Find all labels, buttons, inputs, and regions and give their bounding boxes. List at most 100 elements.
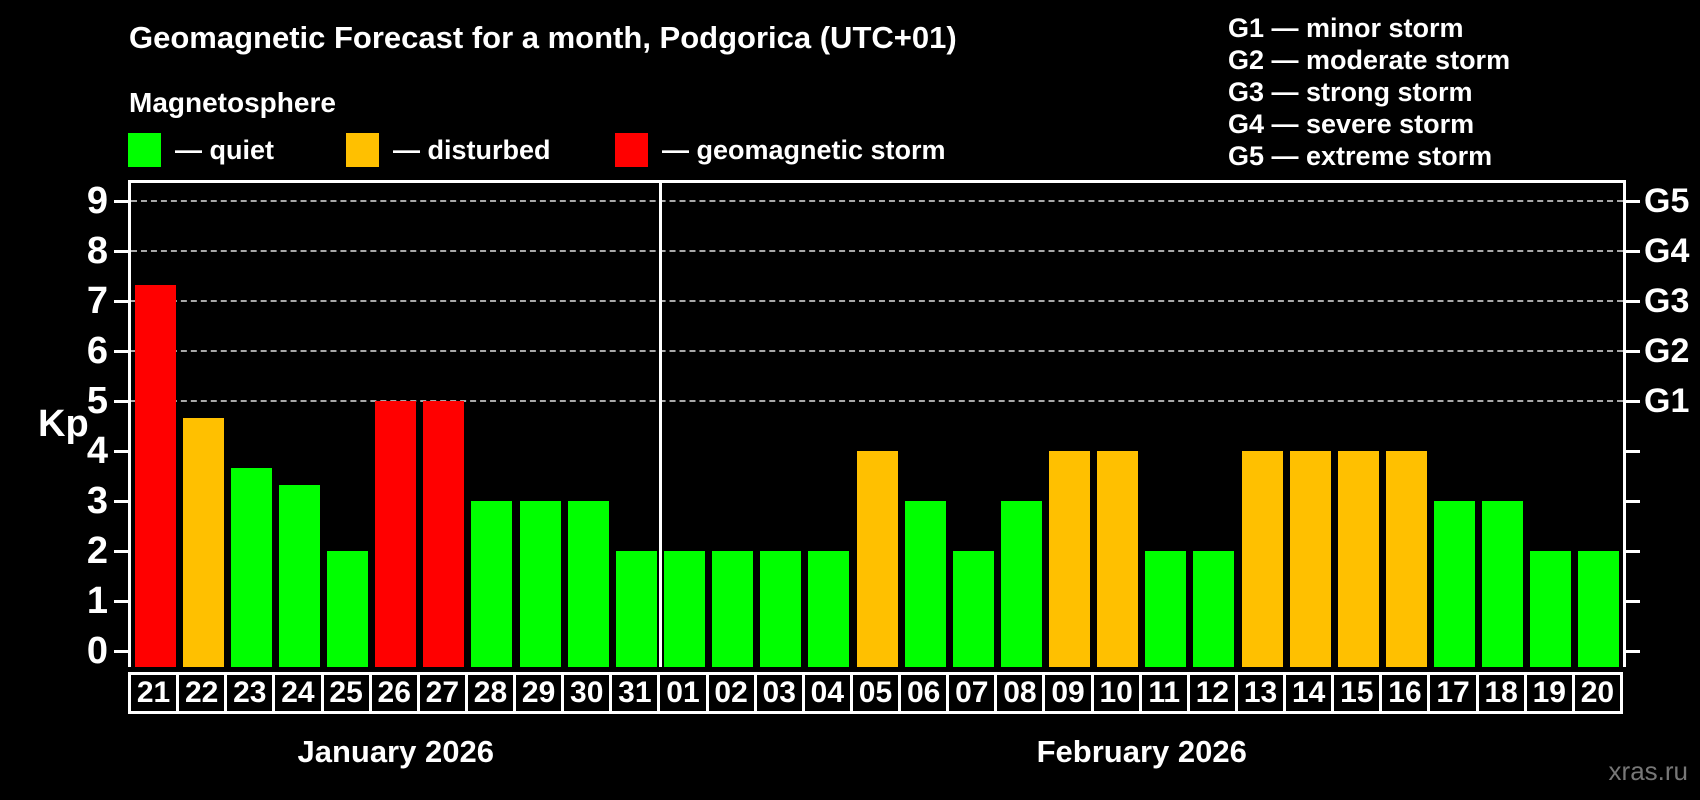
plot-area — [128, 180, 1626, 667]
day-cell-03: 03 — [753, 672, 805, 714]
day-cell-29: 29 — [513, 672, 565, 714]
kp-bar-09 — [1049, 451, 1091, 667]
month-label-january: January 2026 — [297, 734, 494, 769]
kp-bar-06 — [904, 501, 946, 667]
day-cell-14: 14 — [1283, 672, 1335, 714]
day-cell-24: 24 — [272, 672, 324, 714]
kp-bar-12 — [1193, 551, 1235, 667]
y-axis-label-5: 5 — [86, 380, 108, 422]
day-cell-15: 15 — [1331, 672, 1383, 714]
gridline-kp8 — [131, 250, 1623, 252]
g-axis-label-g3: G3 — [1644, 282, 1690, 320]
legend-label-disturbed: — disturbed — [393, 134, 551, 165]
gridline-kp9 — [131, 200, 1623, 202]
y-tick-left-3 — [114, 500, 128, 503]
kp-bar-21 — [134, 284, 176, 667]
y-axis-label-7: 7 — [86, 280, 108, 322]
day-cell-17: 17 — [1427, 672, 1479, 714]
day-cell-20: 20 — [1571, 672, 1623, 714]
legend-label-quiet: — quiet — [175, 134, 274, 165]
kp-bar-23 — [230, 467, 272, 667]
kp-bar-05 — [856, 451, 898, 667]
month-label-february: February 2026 — [1036, 734, 1247, 769]
kp-bar-03 — [760, 551, 802, 667]
y-tick-left-6 — [114, 350, 128, 353]
y-axis-title: Kp — [38, 403, 89, 445]
day-cell-09: 09 — [1042, 672, 1094, 714]
day-cell-06: 06 — [898, 672, 950, 714]
month-separator — [658, 183, 662, 667]
day-cell-26: 26 — [368, 672, 420, 714]
y-tick-right-6 — [1626, 350, 1640, 353]
y-tick-right-1 — [1626, 600, 1640, 603]
legend-item-quiet: — quiet — [128, 133, 274, 167]
kp-bar-10 — [1097, 451, 1139, 667]
kp-bar-13 — [1241, 451, 1283, 667]
kp-bar-18 — [1482, 501, 1524, 667]
day-cell-01: 01 — [657, 672, 709, 714]
day-cell-22: 22 — [176, 672, 228, 714]
storm-color-swatch — [615, 133, 648, 167]
y-axis-label-6: 6 — [86, 330, 108, 372]
g-axis-label-g1: G1 — [1644, 382, 1690, 420]
kp-bar-22 — [182, 417, 224, 667]
y-tick-right-9 — [1626, 200, 1640, 203]
day-cell-04: 04 — [801, 672, 853, 714]
y-tick-left-4 — [114, 450, 128, 453]
day-cell-23: 23 — [224, 672, 276, 714]
y-tick-right-8 — [1626, 250, 1640, 253]
y-tick-right-4 — [1626, 450, 1640, 453]
day-cell-27: 27 — [416, 672, 468, 714]
magnetosphere-label: Magnetosphere — [129, 87, 336, 118]
gridline-kp7 — [131, 300, 1623, 302]
y-tick-right-5 — [1626, 400, 1640, 403]
day-cell-02: 02 — [705, 672, 757, 714]
y-tick-right-0 — [1626, 650, 1640, 653]
kp-bar-11 — [1145, 551, 1187, 667]
y-axis-label-0: 0 — [86, 630, 108, 672]
y-tick-right-2 — [1626, 550, 1640, 553]
kp-bar-27 — [423, 401, 465, 667]
watermark: xras.ru — [1608, 756, 1688, 786]
legend-item-storm: — geomagnetic storm — [615, 133, 946, 167]
day-cell-08: 08 — [994, 672, 1046, 714]
kp-bar-25 — [327, 551, 369, 667]
day-cell-18: 18 — [1475, 672, 1527, 714]
g-axis-label-g2: G2 — [1644, 332, 1690, 370]
storm-scale-legend: G1 — minor storm G2 — moderate storm G3 … — [1228, 12, 1510, 172]
y-tick-left-5 — [114, 400, 128, 403]
legend-label-storm: — geomagnetic storm — [662, 134, 946, 165]
kp-bar-30 — [567, 501, 609, 667]
legend-item-disturbed: — disturbed — [346, 133, 551, 167]
kp-bar-29 — [519, 501, 561, 667]
g-axis-label-g5: G5 — [1644, 182, 1690, 220]
gridline-kp6 — [131, 350, 1623, 352]
kp-bar-17 — [1434, 501, 1476, 667]
kp-bar-07 — [952, 551, 994, 667]
y-tick-right-7 — [1626, 300, 1640, 303]
kp-bar-20 — [1578, 551, 1620, 667]
y-tick-left-8 — [114, 250, 128, 253]
kp-bar-14 — [1289, 451, 1331, 667]
day-cell-05: 05 — [849, 672, 902, 714]
storm-scale-g2: G2 — moderate storm — [1228, 45, 1511, 75]
kp-bar-26 — [375, 401, 417, 667]
day-cell-11: 11 — [1138, 672, 1190, 714]
kp-bar-28 — [471, 501, 513, 667]
y-axis-label-3: 3 — [86, 480, 108, 522]
day-cell-12: 12 — [1186, 672, 1238, 714]
y-axis-label-2: 2 — [86, 530, 108, 572]
y-tick-left-0 — [114, 650, 128, 653]
y-tick-left-7 — [114, 300, 128, 303]
kp-bar-08 — [1000, 501, 1042, 667]
kp-bar-24 — [278, 484, 320, 667]
disturbed-color-swatch — [346, 133, 379, 167]
day-cell-31: 31 — [609, 672, 661, 714]
storm-scale-g1: G1 — minor storm — [1228, 13, 1464, 43]
chart-title: Geomagnetic Forecast for a month, Podgor… — [129, 20, 957, 55]
y-axis-label-4: 4 — [86, 430, 108, 472]
kp-bar-02 — [712, 551, 754, 667]
y-tick-left-2 — [114, 550, 128, 553]
kp-bar-15 — [1337, 451, 1379, 667]
